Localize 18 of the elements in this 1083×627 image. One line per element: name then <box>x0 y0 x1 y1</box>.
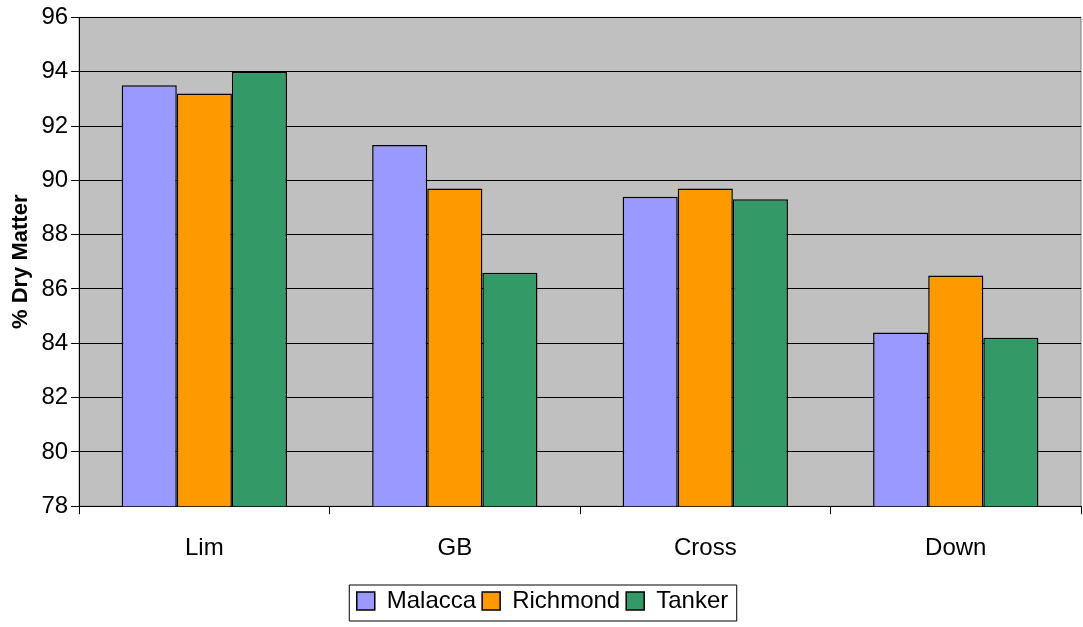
y-tick-label: 82 <box>41 382 69 410</box>
x-tick-label: Cross <box>673 533 737 561</box>
y-tick-label: 90 <box>41 164 69 192</box>
y-tick-label: 84 <box>41 327 69 355</box>
y-tick-label: 78 <box>41 490 69 518</box>
y-axis-title: % Dry Matter <box>7 194 33 330</box>
y-tick-label: 96 <box>41 2 69 30</box>
legend-label: Malacca <box>386 585 477 613</box>
y-tick-label: 88 <box>41 219 69 247</box>
legend-label: Richmond <box>512 585 621 613</box>
y-tick-label: 86 <box>41 273 69 301</box>
y-tick-label: 94 <box>41 56 69 84</box>
legend-label: Tanker <box>656 585 729 613</box>
x-tick-label: GB <box>437 533 473 561</box>
y-tick-label: 80 <box>41 436 69 464</box>
x-tick-label: Down <box>925 533 987 561</box>
y-tick-label: 92 <box>41 110 69 138</box>
x-tick-label: Lim <box>185 533 224 561</box>
